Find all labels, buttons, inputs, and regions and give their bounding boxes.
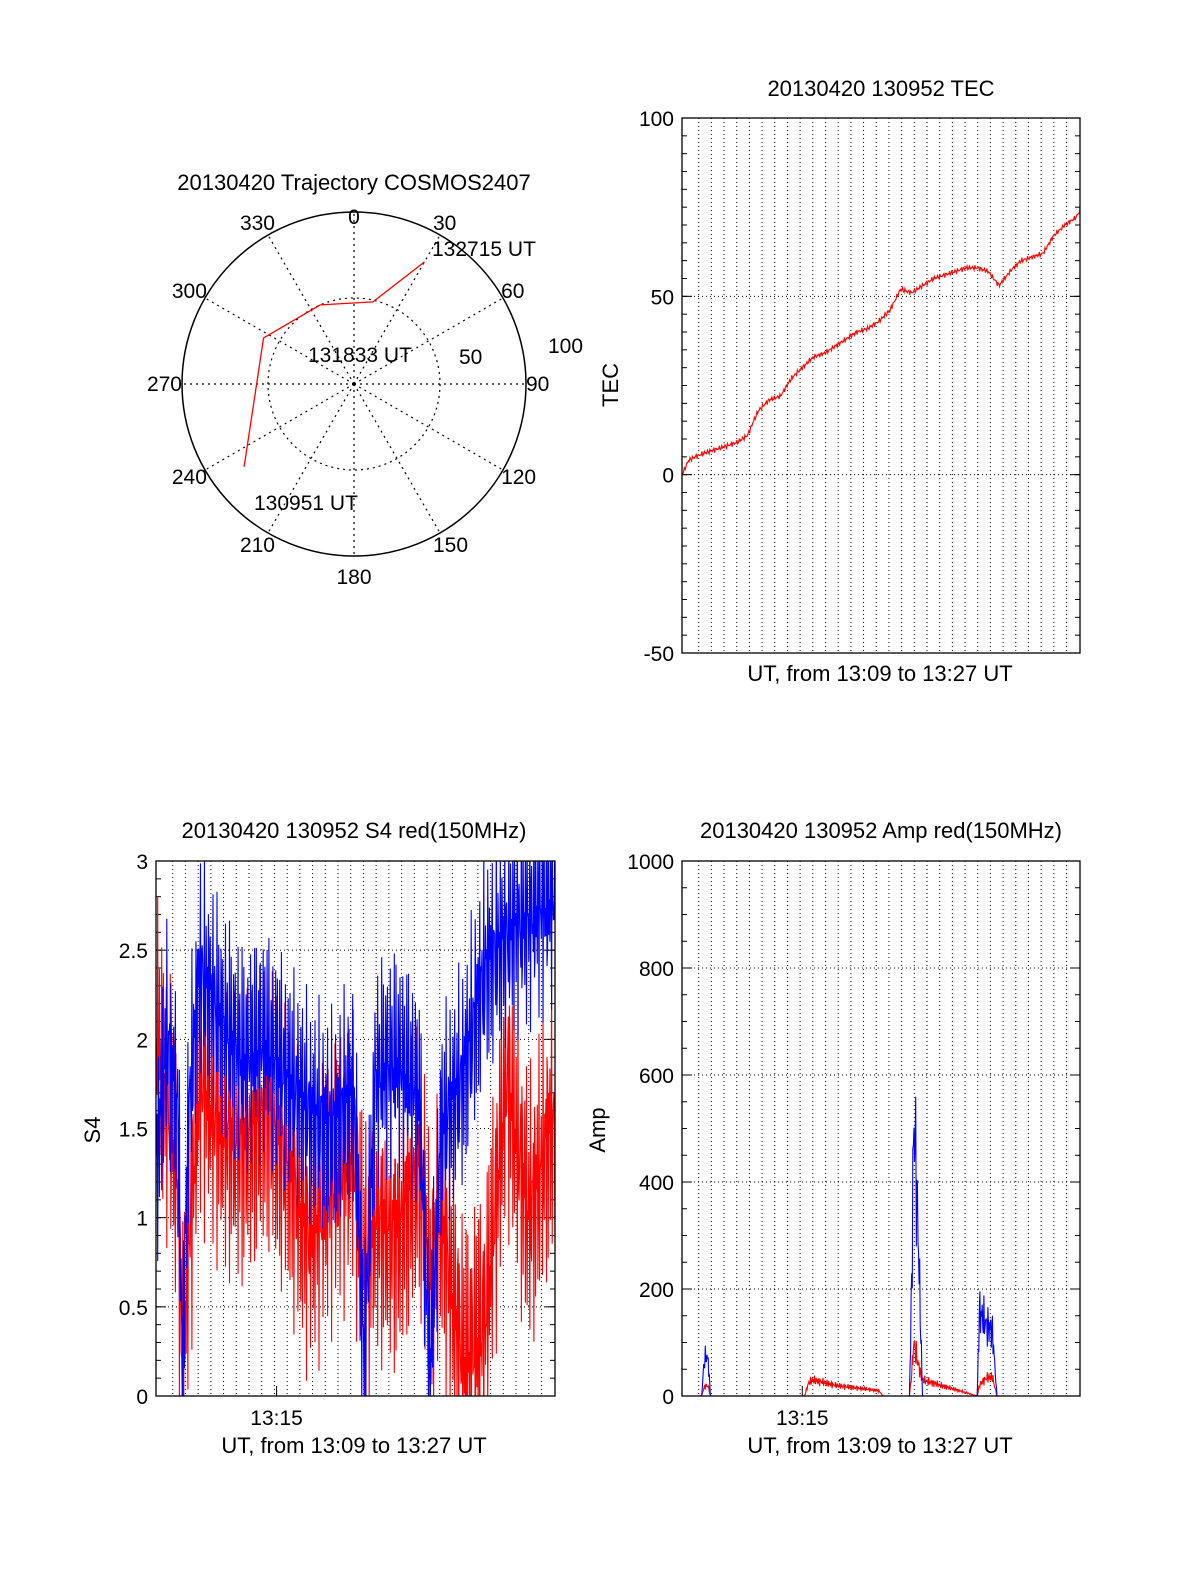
y-tick-label: 1000 bbox=[627, 851, 674, 874]
y-tick-label: 200 bbox=[639, 1279, 674, 1302]
s4-xlabel: UT, from 13:09 to 13:27 UT bbox=[221, 1433, 486, 1458]
azimuth-label: 0 bbox=[348, 206, 360, 229]
radial-label: 100 bbox=[548, 335, 583, 358]
trajectory-time-label: 132715 UT bbox=[432, 238, 536, 261]
x-tick-label: 13:15 bbox=[776, 1407, 829, 1430]
y-tick-label: 0 bbox=[662, 1386, 674, 1409]
polar-spoke bbox=[204, 383, 355, 471]
y-tick-label: 0 bbox=[136, 1386, 148, 1409]
radial-labels: 50 100 bbox=[459, 335, 583, 369]
azimuth-label: 330 bbox=[240, 212, 275, 235]
plot-frame bbox=[681, 860, 1081, 1397]
trajectory-time-label: 130951 UT bbox=[254, 492, 358, 515]
azimuth-label: 270 bbox=[147, 373, 182, 396]
azimuth-label: 180 bbox=[336, 566, 371, 589]
y-tick-label: 0 bbox=[662, 465, 674, 488]
trajectory-line bbox=[243, 261, 425, 467]
trajectory-track bbox=[243, 261, 425, 467]
azimuth-label: 90 bbox=[526, 373, 549, 396]
polar-spoke bbox=[267, 234, 355, 385]
series-line-blue bbox=[156, 861, 555, 1396]
tec-xlabel: UT, from 13:09 to 13:27 UT bbox=[747, 661, 1012, 686]
trajectory-polar-plot: 20130420 Trajectory COSMOS2407 0 30 60 90 12… bbox=[147, 170, 583, 589]
azimuth-label: 210 bbox=[240, 534, 275, 557]
azimuth-label: 120 bbox=[501, 466, 536, 489]
x-tick-label: 13:15 bbox=[250, 1407, 303, 1430]
y-tick-label: 1 bbox=[136, 1208, 148, 1231]
plot-frame bbox=[155, 860, 556, 1397]
s4-title: 20130420 130952 S4 red(150MHz) bbox=[182, 818, 527, 843]
polar-spoke bbox=[353, 234, 441, 385]
s4-ylabel: S4 bbox=[80, 1117, 105, 1144]
series-line-red bbox=[682, 1340, 1080, 1396]
y-tick-label: 100 bbox=[639, 108, 674, 131]
tec-chart: 20130420 130952 TEC TEC UT, from 13:09 t… bbox=[598, 76, 1081, 686]
y-tick-label: 2 bbox=[136, 1029, 148, 1052]
y-tick-label: -50 bbox=[644, 643, 674, 666]
azimuth-label: 240 bbox=[172, 466, 207, 489]
amp-xlabel: UT, from 13:09 to 13:27 UT bbox=[747, 1433, 1012, 1458]
azimuth-label: 30 bbox=[433, 212, 456, 235]
y-tick-label: 50 bbox=[651, 286, 674, 309]
azimuth-label: 300 bbox=[172, 280, 207, 303]
polar-spoke bbox=[353, 383, 441, 534]
y-tick-label: 1.5 bbox=[119, 1119, 148, 1142]
polar-title: 20130420 Trajectory COSMOS2407 bbox=[177, 170, 530, 195]
polar-spoke bbox=[204, 297, 355, 385]
polar-spoke bbox=[353, 383, 504, 471]
s4-chart: 20130420 130952 S4 red(150MHz) S4 UT, fr… bbox=[80, 818, 556, 1458]
trajectory-time-label: 131833 UT bbox=[308, 344, 412, 367]
y-tick-label: 3 bbox=[136, 851, 148, 874]
y-tick-label: 0.5 bbox=[119, 1297, 148, 1320]
azimuth-label: 60 bbox=[501, 280, 524, 303]
y-tick-label: 800 bbox=[639, 958, 674, 981]
trajectory-labels: 132715 UT 131833 UT 130951 UT bbox=[254, 238, 536, 515]
tec-title: 20130420 130952 TEC bbox=[767, 76, 994, 101]
polar-grid bbox=[181, 211, 527, 557]
polar-outer-circle bbox=[181, 211, 527, 557]
series-line-red bbox=[682, 208, 1080, 476]
polar-spoke bbox=[353, 297, 504, 385]
amp-title: 20130420 130952 Amp red(150MHz) bbox=[700, 818, 1062, 843]
polar-spoke bbox=[267, 383, 355, 534]
tec-ylabel: TEC bbox=[598, 363, 623, 407]
y-tick-label: 400 bbox=[639, 1172, 674, 1195]
azimuth-label: 150 bbox=[433, 534, 468, 557]
plot-frame bbox=[681, 117, 1081, 654]
series-line-blue bbox=[682, 1096, 1080, 1396]
azimuth-labels: 0 30 60 90 120 150 180 210 240 270 300 330 bbox=[147, 206, 549, 589]
y-tick-label: 2.5 bbox=[119, 940, 148, 963]
amp-chart: 20130420 130952 Amp red(150MHz) Amp UT, … bbox=[585, 818, 1081, 1458]
y-tick-label: 600 bbox=[639, 1065, 674, 1088]
radial-label: 50 bbox=[459, 346, 482, 369]
amp-ylabel: Amp bbox=[585, 1107, 610, 1152]
